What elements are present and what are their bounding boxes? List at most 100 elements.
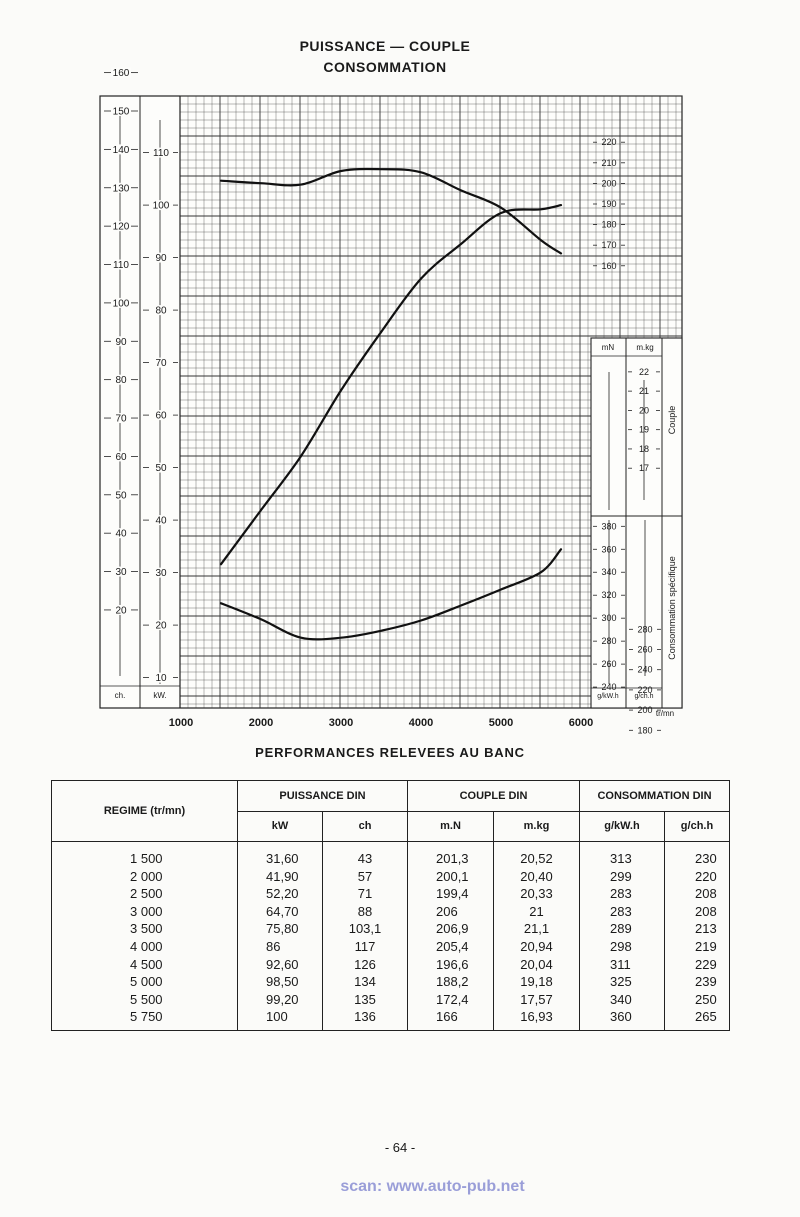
axis-ch-tick-label: 100 [113,298,130,309]
axis-ch-label-bg [111,182,131,193]
axis-ch-tick-label: 70 [115,414,127,425]
table-cell: 208 [695,903,717,919]
unit-label-kw: kW. [153,691,166,700]
unit-label-ch: ch. [115,691,126,700]
axis-kw-tick-label: 70 [155,358,167,369]
axis-ch-tick-label: 60 [115,452,127,463]
axis-kw-label-bg [149,357,173,368]
table-cell: 206,9 [436,921,469,937]
axis-ch-label-bg [111,67,131,78]
table-cell: 188,2 [436,974,469,990]
x-tick-label: 3000 [329,717,353,729]
table-cell: 199,4 [436,886,469,902]
table-cell: 360 [610,1009,632,1025]
axis-gkwh-tick-label: 320 [601,590,616,600]
chart-title-line1: PUISSANCE — COUPLE [299,38,471,54]
table-cell: 220 [695,868,717,884]
table-cell: 20,52 [520,851,553,866]
subheader-ch: ch [322,810,408,842]
axis-ch-label-bg [111,489,131,500]
x-tick-label: 2000 [249,717,273,729]
axis-kw-tick-label: 80 [155,306,167,317]
table-cell: 208 [695,886,717,902]
axis-mkg-tick-label: 21 [639,386,649,396]
table-cell: 5 500 [130,991,163,1007]
group-header-consommation: CONSOMMATION DIN [579,780,730,812]
x-tick-label: 1000 [169,717,193,729]
curve-couple [219,167,563,255]
table-cell: 31,60 [266,851,299,866]
subheader-mn: m.N [407,810,494,842]
table-cell: 100 [266,1009,288,1025]
axis-ch-label-bg [111,144,131,155]
axis-kw-label-bg [149,567,173,578]
table-cell: 3 500 [130,921,163,937]
table-cell: 311 [610,956,631,972]
axis-mn-tick-label: 190 [601,199,616,209]
column-gkwh: 313 299 283 283 289 298 311 325 340 360 [579,841,665,1031]
side-label-consommation: Consommation spécifique [667,556,677,660]
axis-ch-label-bg [111,106,131,116]
axis-gkwh-tick-label: 380 [601,521,616,531]
axis-gchh-tick-label: 240 [637,665,652,675]
table-cell: 4 500 [130,956,163,972]
table-cell: 43 [357,851,373,866]
table-cell: 21 [529,903,544,919]
curve-puissance [219,204,563,566]
table-cell: 196,6 [436,956,469,972]
table-cell: 265 [695,1009,717,1025]
axis-mn-tick-label: 220 [601,137,616,147]
axis-gchh-tick-label: 280 [637,624,652,634]
axis-ch-tick-label: 80 [115,375,127,386]
table-cell: 5 000 [130,974,163,990]
unit-label-gchh: g/ch.h [634,693,653,700]
axis-mn-tick-label: 170 [601,240,616,250]
axis-gkwh-tick-label: 340 [601,567,616,577]
axis-kw-tick-label: 10 [155,673,167,684]
table-cell: 135 [354,991,376,1007]
table-cell: 213 [695,921,717,937]
axis-ch-tick-label: 150 [113,107,130,118]
table-cell: 239 [695,974,717,990]
table-cell: 117 [354,938,376,954]
table-cell: 283 [610,903,632,919]
column-ch: 43 57 71 88 103,1 117 126 134 135 136 [322,841,408,1031]
column-mkg: 20,52 20,40 20,33 21 21,1 20,94 20,04 19,18 17,5… [493,841,580,1031]
group-header-couple: COUPLE DIN [407,780,580,812]
subheader-gkwh: g/kW.h [579,810,665,842]
chart-frame [99,95,683,709]
table-data-row: 1 500 2 000 2 500 3 000 3 500 4 000 4 500 5 000… [51,841,730,1031]
table-cell: 2 000 [130,868,163,884]
axis-kw-label-bg [149,147,173,158]
table-cell: 289 [610,921,632,937]
table-cell: 250 [695,991,717,1007]
table-cell: 325 [610,974,632,990]
axis-ch-label-bg [111,413,131,424]
performance-table: REGIME (tr/mn) PUISSANCE DIN COUPLE DIN … [51,780,730,1031]
axis-gkwh-tick-label: 300 [601,613,616,623]
table-cell: 206 [436,903,458,919]
axis-ch-tick-label: 30 [115,567,127,578]
table-cell: 201,3 [436,851,469,866]
table-cell: 1 500 [130,851,163,866]
table-cell: 103,1 [348,921,382,937]
table-cell: 136 [354,1009,376,1025]
axis-kw-tick-label: 60 [155,411,167,422]
table-cell: 298 [610,938,632,954]
scan-credit: scan: www.auto-pub.net [340,1178,525,1195]
unit-label-mkg: m.kg [636,343,653,352]
axis-ch-label-bg [111,221,131,232]
table-cell: 5 750 [130,1009,163,1025]
axis-ch-label-bg [111,566,131,577]
axis-gkwh-tick-label: 280 [601,636,616,646]
table-cell: 283 [610,886,632,902]
table-cell: 166 [436,1009,458,1025]
unit-label-mn: mN [602,343,615,352]
column-gchh: 230 220 208 208 213 219 229 239 250 265 [664,841,730,1031]
table-cell: 92,60 [266,956,299,972]
axis-ch-tick-label: 40 [115,529,127,540]
axis-kw-tick-label: 90 [155,253,167,264]
curve-consommation [219,548,563,641]
axis-ch-tick-label: 50 [115,490,127,501]
axis-mkg-tick-label: 22 [639,367,649,377]
